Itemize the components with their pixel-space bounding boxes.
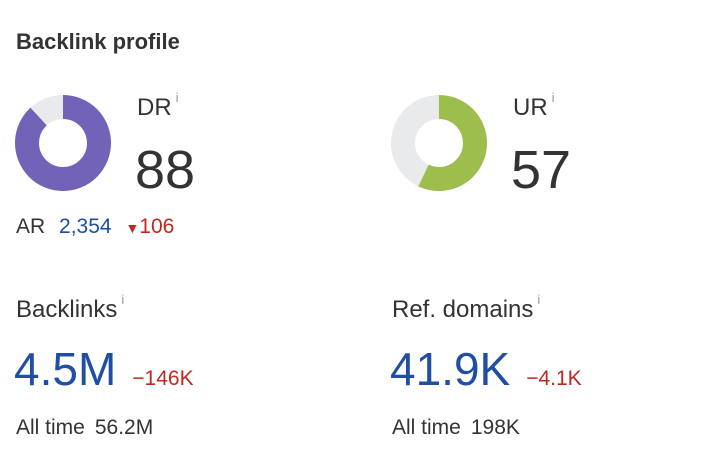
section-title: Backlink profile	[16, 29, 180, 54]
ur-donut	[391, 95, 487, 191]
ar-row: AR 2,354 ▼106	[16, 215, 174, 239]
backlinks-value[interactable]: 4.5M	[14, 343, 117, 395]
ur-label: UR i	[513, 90, 555, 121]
info-icon[interactable]: i	[121, 292, 125, 307]
info-icon[interactable]: i	[551, 90, 555, 105]
dr-donut	[15, 95, 111, 191]
backlinks-metric: 4.5M −146K	[14, 342, 194, 396]
ref-domains-change: −4.1K	[526, 367, 582, 390]
dr-value: 88	[135, 140, 196, 200]
ref-domains-label: Ref. domains i	[392, 292, 541, 323]
ur-value: 57	[511, 140, 572, 200]
ref-domains-metric: 41.9K −4.1K	[390, 342, 582, 396]
ref-domains-all-time: All time 198K	[392, 416, 520, 439]
ar-change: 106	[139, 215, 175, 238]
ur-donut-fill	[391, 95, 487, 191]
triangle-down-icon: ▼	[125, 220, 140, 236]
backlinks-label: Backlinks i	[16, 292, 125, 323]
dr-label: DR i	[137, 90, 179, 121]
backlinks-all-time: All time 56.2M	[16, 416, 154, 439]
info-icon[interactable]: i	[537, 292, 541, 307]
info-icon[interactable]: i	[175, 90, 179, 105]
ref-domains-value[interactable]: 41.9K	[390, 343, 511, 395]
dr-donut-fill	[15, 95, 111, 191]
backlinks-change: −146K	[132, 367, 194, 390]
ar-value[interactable]: 2,354	[59, 215, 112, 238]
ar-label: AR	[16, 215, 46, 238]
